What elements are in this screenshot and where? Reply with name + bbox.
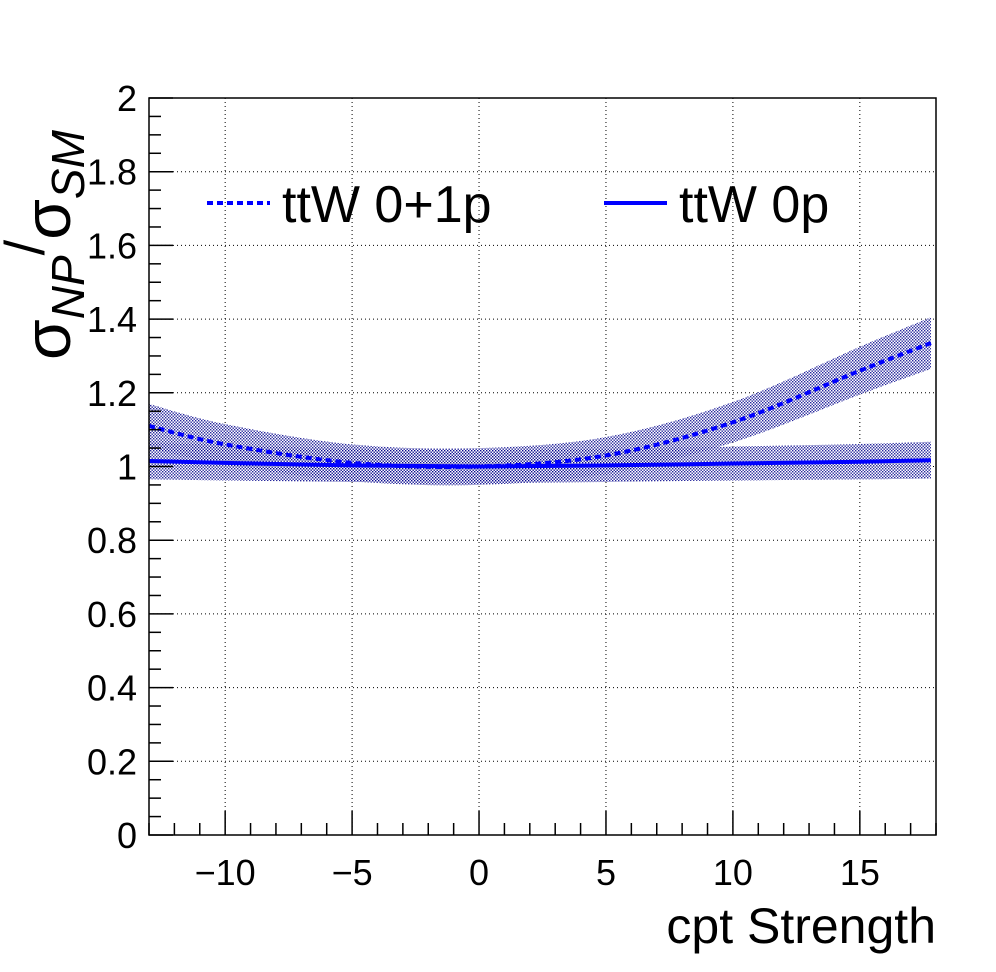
series-line — [148, 341, 932, 469]
y-tick-label: 0.2 — [87, 741, 137, 782]
x-tick-label: 10 — [713, 852, 753, 893]
x-tick-label: −10 — [195, 852, 256, 893]
legend: ttW 0+1p ttW 0p — [207, 176, 829, 234]
y-tick-label: 1.8 — [87, 152, 137, 193]
y-label-sigma-2: σ — [10, 199, 84, 240]
y-axis-label: σNP/σSM — [0, 129, 94, 360]
y-label-slash: / — [0, 239, 56, 255]
svg-text:σNP/σSM: σNP/σSM — [0, 129, 94, 360]
line-layer — [148, 341, 932, 469]
y-label-sub-1: NP — [42, 255, 94, 319]
series-line — [148, 458, 931, 469]
y-tick-label: 0.4 — [87, 668, 137, 709]
x-tick-label: −5 — [332, 852, 373, 893]
x-tick-label: 15 — [840, 852, 880, 893]
x-tick-label: 0 — [469, 852, 489, 893]
y-tick-label: 0.6 — [87, 594, 137, 635]
y-tick-label: 1 — [117, 447, 137, 488]
y-label-sub-2: SM — [42, 129, 94, 199]
x-axis-label: cpt Strength — [666, 898, 936, 954]
y-tick-label: 0.8 — [87, 520, 137, 561]
band-layer — [149, 317, 931, 486]
y-tick-label: 2 — [117, 78, 137, 119]
legend-label: ttW 0+1p — [282, 176, 492, 234]
y-label-sigma-1: σ — [10, 319, 84, 360]
y-tick-label: 0 — [117, 815, 137, 856]
axis-layer: −10 −5 0 5 10 15 0 0.2 0.4 0.6 0.8 1 1.2 1.4 1.6 1.8 2 — [87, 78, 937, 893]
y-tick-label: 1.4 — [87, 299, 137, 340]
x-tick-label: 5 — [596, 852, 616, 893]
legend-label: ttW 0p — [679, 176, 829, 234]
y-tick-label: 1.2 — [87, 373, 137, 414]
y-tick-label: 1.6 — [87, 225, 137, 266]
